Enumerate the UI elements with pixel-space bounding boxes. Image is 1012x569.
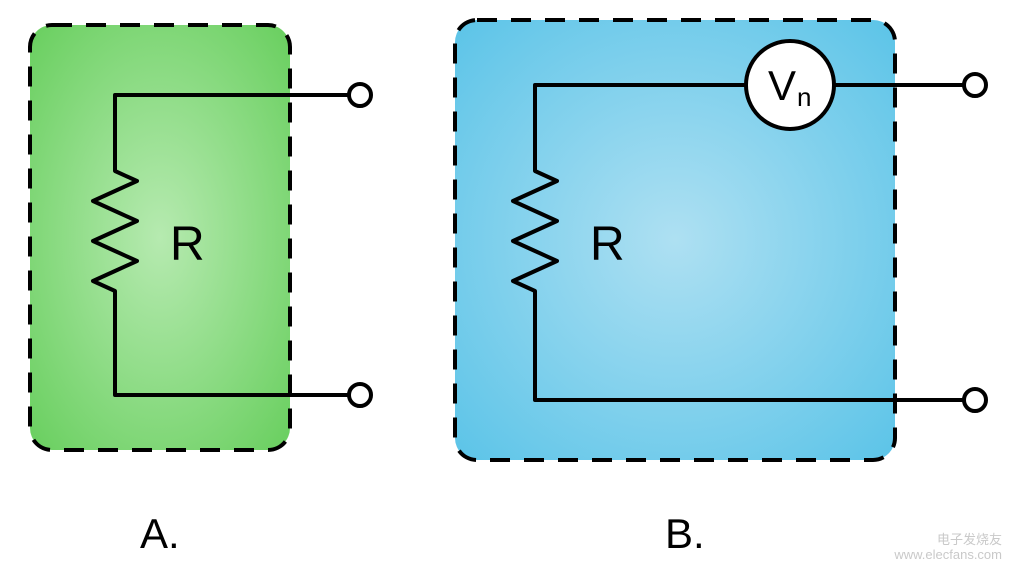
resistor-b-label: R [590, 218, 625, 271]
resistor-a-label: R [170, 218, 205, 271]
panel-b-label: B. [665, 510, 705, 558]
panel-a-label: A. [140, 510, 180, 558]
watermark-line2: www.elecfans.com [894, 547, 1002, 563]
terminal-b-top [964, 74, 986, 96]
source-label-v: V [768, 62, 796, 109]
diagram-canvas: R R V n [0, 0, 1012, 569]
terminal-a-bot [349, 384, 371, 406]
terminal-a-top [349, 84, 371, 106]
source-label-n: n [797, 82, 811, 112]
terminal-b-bot [964, 389, 986, 411]
watermark-line1: 电子发烧友 [894, 532, 1002, 548]
watermark: 电子发烧友 www.elecfans.com [894, 532, 1002, 563]
panel-a-box [30, 25, 290, 450]
